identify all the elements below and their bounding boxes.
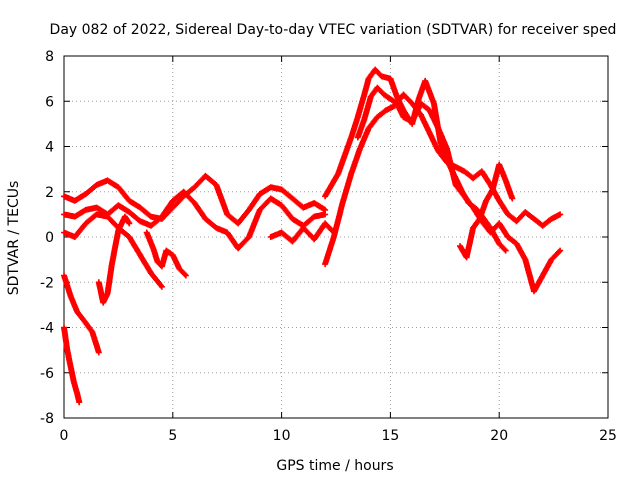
series-sat-e (61, 324, 83, 406)
y-axis-label: SDTVAR / TECUs (6, 181, 22, 296)
series-sat-g (143, 229, 189, 279)
y-tick-label: -4 (40, 321, 54, 337)
series-markers (61, 211, 165, 290)
x-tick-label: 10 (273, 428, 291, 444)
series-markers (457, 161, 516, 261)
series-markers (61, 172, 329, 227)
x-tick-label: 20 (490, 428, 508, 444)
y-tick-label: 2 (45, 185, 54, 201)
series-markers (61, 272, 102, 356)
tick-labels: 0 5 10 15 20 25 -8 -6 -4 -2 0 2 4 6 8 (40, 49, 617, 444)
series-markers (267, 220, 335, 245)
x-tick-label: 25 (599, 428, 617, 444)
series-sat-k (354, 84, 564, 295)
x-tick-label: 5 (168, 428, 177, 444)
series-sat-i (322, 66, 509, 254)
y-tick-label: -8 (40, 411, 54, 427)
y-tick-label: 8 (45, 49, 54, 65)
data-series (61, 66, 564, 406)
y-tick-label: 6 (45, 94, 54, 110)
series-sat-l (457, 161, 516, 261)
x-axis-label: GPS time / hours (276, 458, 393, 474)
series-sat-b (61, 188, 329, 252)
y-tick-label: -6 (40, 366, 54, 382)
chart-title: Day 082 of 2022, Sidereal Day-to-day VTE… (50, 22, 617, 38)
series-sat-c (61, 211, 165, 290)
series-markers (61, 324, 83, 406)
series-sat-a (61, 172, 329, 227)
series-markers (143, 229, 189, 279)
y-tick-label: 4 (45, 140, 54, 156)
series-sat-d (61, 272, 102, 356)
y-tick-label: -2 (40, 275, 54, 291)
x-tick-label: 15 (381, 428, 399, 444)
plot-frame (63, 55, 609, 419)
series-markers (322, 66, 509, 254)
series-markers (354, 84, 564, 295)
x-tick-label: 0 (60, 428, 69, 444)
series-markers (95, 213, 133, 306)
series-sat-h (267, 220, 335, 245)
series-sat-f (95, 213, 133, 306)
series-markers (61, 188, 329, 252)
y-tick-label: 0 (45, 230, 54, 246)
